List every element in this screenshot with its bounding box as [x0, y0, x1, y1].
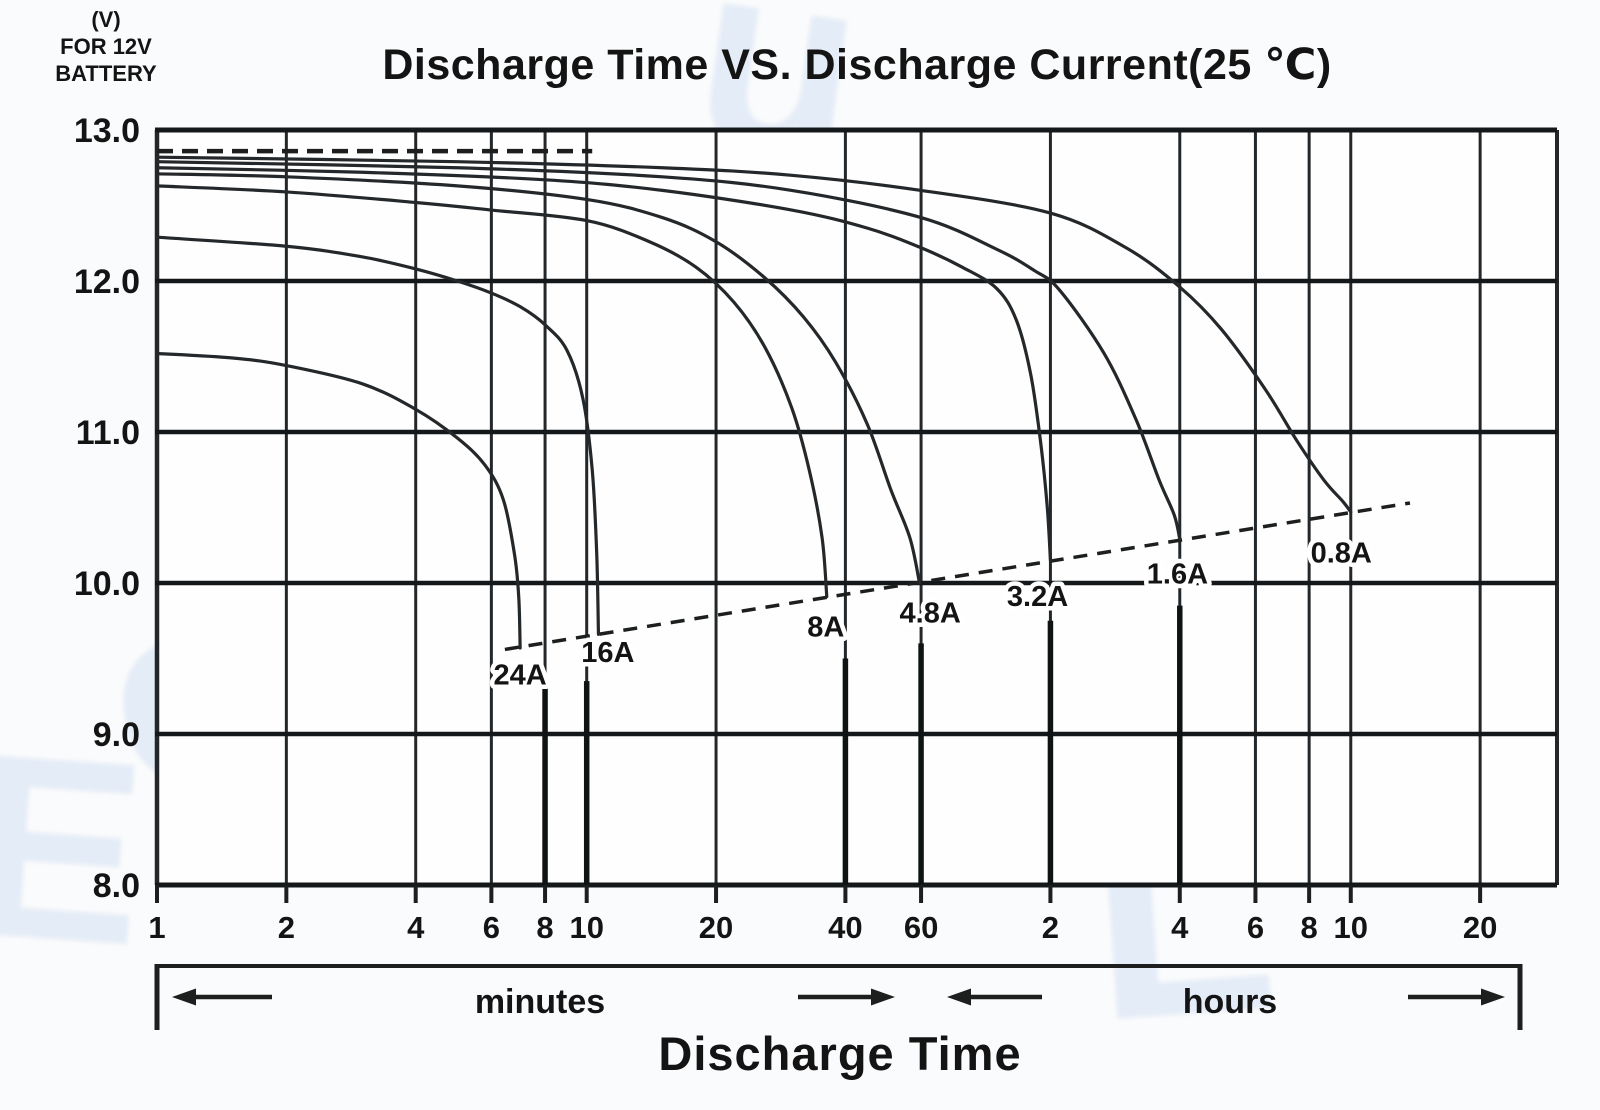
cutoff-dashed-line	[504, 501, 1411, 652]
x-tick-label: 1	[148, 910, 165, 945]
y-tick-label: 13.0	[74, 112, 140, 150]
y-tick-label: 12.0	[74, 263, 140, 301]
x-tick-label: 60	[904, 910, 938, 945]
x-tick-label: 2	[278, 910, 295, 945]
y-unit-line-3: BATTERY	[55, 61, 157, 86]
x-tick-label: 8	[536, 910, 553, 945]
discharge-curve-8A	[155, 184, 829, 599]
curve-label-24A: 24A	[494, 660, 547, 692]
discharge-curve-1.6A	[155, 160, 1182, 541]
x-tick-label: 20	[1463, 910, 1497, 945]
plot-background	[157, 130, 1557, 885]
curve-label-3.2A: 3.2A	[1007, 581, 1068, 613]
discharge-curve-4.8A	[155, 172, 922, 585]
curve-label-4.8A: 4.8A	[900, 598, 961, 630]
x-tick-label: 20	[699, 910, 733, 945]
discharge-curve-24A	[155, 351, 522, 650]
x-tick-label: 40	[828, 910, 862, 945]
x-tick-label: 2	[1042, 910, 1059, 945]
curve-label-16A: 16A	[581, 637, 634, 669]
chart-title: Discharge Time VS. Discharge Current(25 …	[382, 41, 1332, 89]
minutes-left-arrow-head-icon	[172, 988, 196, 1006]
x-axis-hours-label: hours	[1182, 983, 1278, 1021]
x-tick-label: 6	[483, 910, 500, 945]
x-tick-label: 4	[407, 910, 425, 945]
hours-right-arrow-head-icon	[1481, 988, 1505, 1006]
x-axis-title: Discharge Time	[658, 1027, 1022, 1080]
y-tick-label: 10.0	[74, 565, 140, 603]
x-tick-label: 6	[1247, 910, 1264, 945]
y-axis-unit-label: (V) FOR 12V BATTERY	[36, 6, 176, 87]
x-tick-label: 10	[1334, 910, 1368, 945]
y-unit-line-1: (V)	[91, 7, 121, 32]
x-tick-label: 10	[569, 910, 603, 945]
curve-label-8A: 8A	[807, 611, 844, 643]
y-tick-label: 9.0	[93, 716, 140, 754]
y-unit-line-2: FOR 12V	[60, 34, 152, 59]
x-axis-minutes-label: minutes	[474, 983, 606, 1021]
discharge-curve-16A	[155, 235, 601, 636]
x-tick-label: 8	[1301, 910, 1318, 945]
curve-label-0.8A: 0.8A	[1311, 537, 1372, 569]
discharge-curve-3.2A	[155, 166, 1053, 562]
y-tick-label: 11.0	[76, 414, 140, 452]
y-tick-label: 8.0	[93, 867, 140, 905]
discharge-curve-0.8A	[155, 155, 1353, 514]
minutes-right-arrow-head-icon	[871, 988, 895, 1006]
x-tick-label: 4	[1171, 910, 1189, 945]
curve-label-1.6A: 1.6A	[1147, 558, 1208, 590]
hours-left-arrow-head-icon	[947, 988, 971, 1006]
